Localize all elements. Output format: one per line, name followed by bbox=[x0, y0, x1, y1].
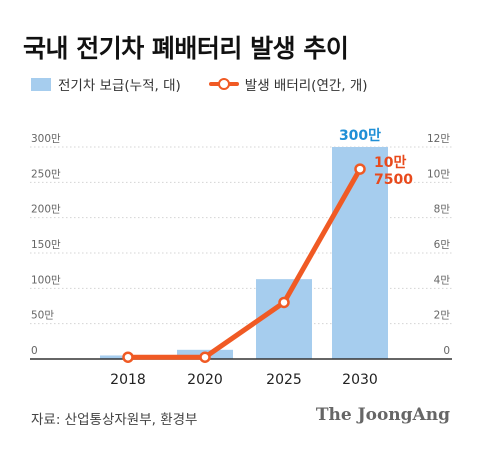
legend-line-swatch bbox=[208, 77, 239, 91]
y-left-tick-label: 300만 bbox=[31, 133, 61, 145]
legend-bar-label: 전기차 보급(누적, 대) bbox=[58, 78, 181, 94]
source-note: 자료: 산업통상자원부, 환경부 bbox=[31, 412, 198, 428]
legend-bar-swatch bbox=[31, 77, 51, 91]
y-left-tick-label: 150만 bbox=[31, 239, 61, 251]
y-right-tick-label: 2만 bbox=[434, 310, 451, 322]
bar bbox=[332, 147, 388, 359]
brand-logo: The JoongAng bbox=[315, 405, 450, 425]
x-tick-label: 2030 bbox=[342, 372, 378, 388]
line-value-label: 7500 bbox=[374, 172, 413, 188]
y-right-tick-label: 6만 bbox=[434, 239, 451, 251]
y-right-tick-label: 12만 bbox=[427, 133, 450, 145]
y-right-tick-label: 10만 bbox=[427, 168, 450, 180]
y-left-tick-label: 200만 bbox=[31, 204, 61, 216]
line-point bbox=[122, 351, 134, 363]
y-right-tick-label: 0 bbox=[443, 345, 450, 357]
line-value-label: 10만 bbox=[374, 155, 406, 171]
x-tick-label: 2025 bbox=[266, 372, 302, 388]
line-series bbox=[125, 166, 363, 360]
legend-line-label: 발생 배터리(연간, 개) bbox=[244, 78, 368, 94]
y-left-tick-label: 50만 bbox=[31, 310, 54, 322]
chart-title: 국내 전기차 폐배터리 발생 추이 bbox=[23, 34, 349, 63]
y-left-tick-label: 100만 bbox=[31, 274, 61, 286]
bar-value-label: 300만 bbox=[339, 128, 381, 144]
y-right-tick-label: 4만 bbox=[434, 274, 451, 286]
y-left-tick-label: 0 bbox=[31, 345, 38, 357]
x-tick-label: 2018 bbox=[110, 372, 146, 388]
line-point bbox=[278, 296, 290, 309]
line-point bbox=[354, 163, 366, 175]
y-right-tick-label: 8만 bbox=[434, 204, 451, 216]
bar bbox=[256, 279, 312, 359]
x-tick-label: 2020 bbox=[187, 372, 223, 388]
legend: 전기차 보급(누적, 대) 발생 배터리(연간, 개) bbox=[31, 74, 368, 94]
y-left-tick-label: 250만 bbox=[31, 168, 61, 180]
line-point bbox=[199, 351, 211, 363]
